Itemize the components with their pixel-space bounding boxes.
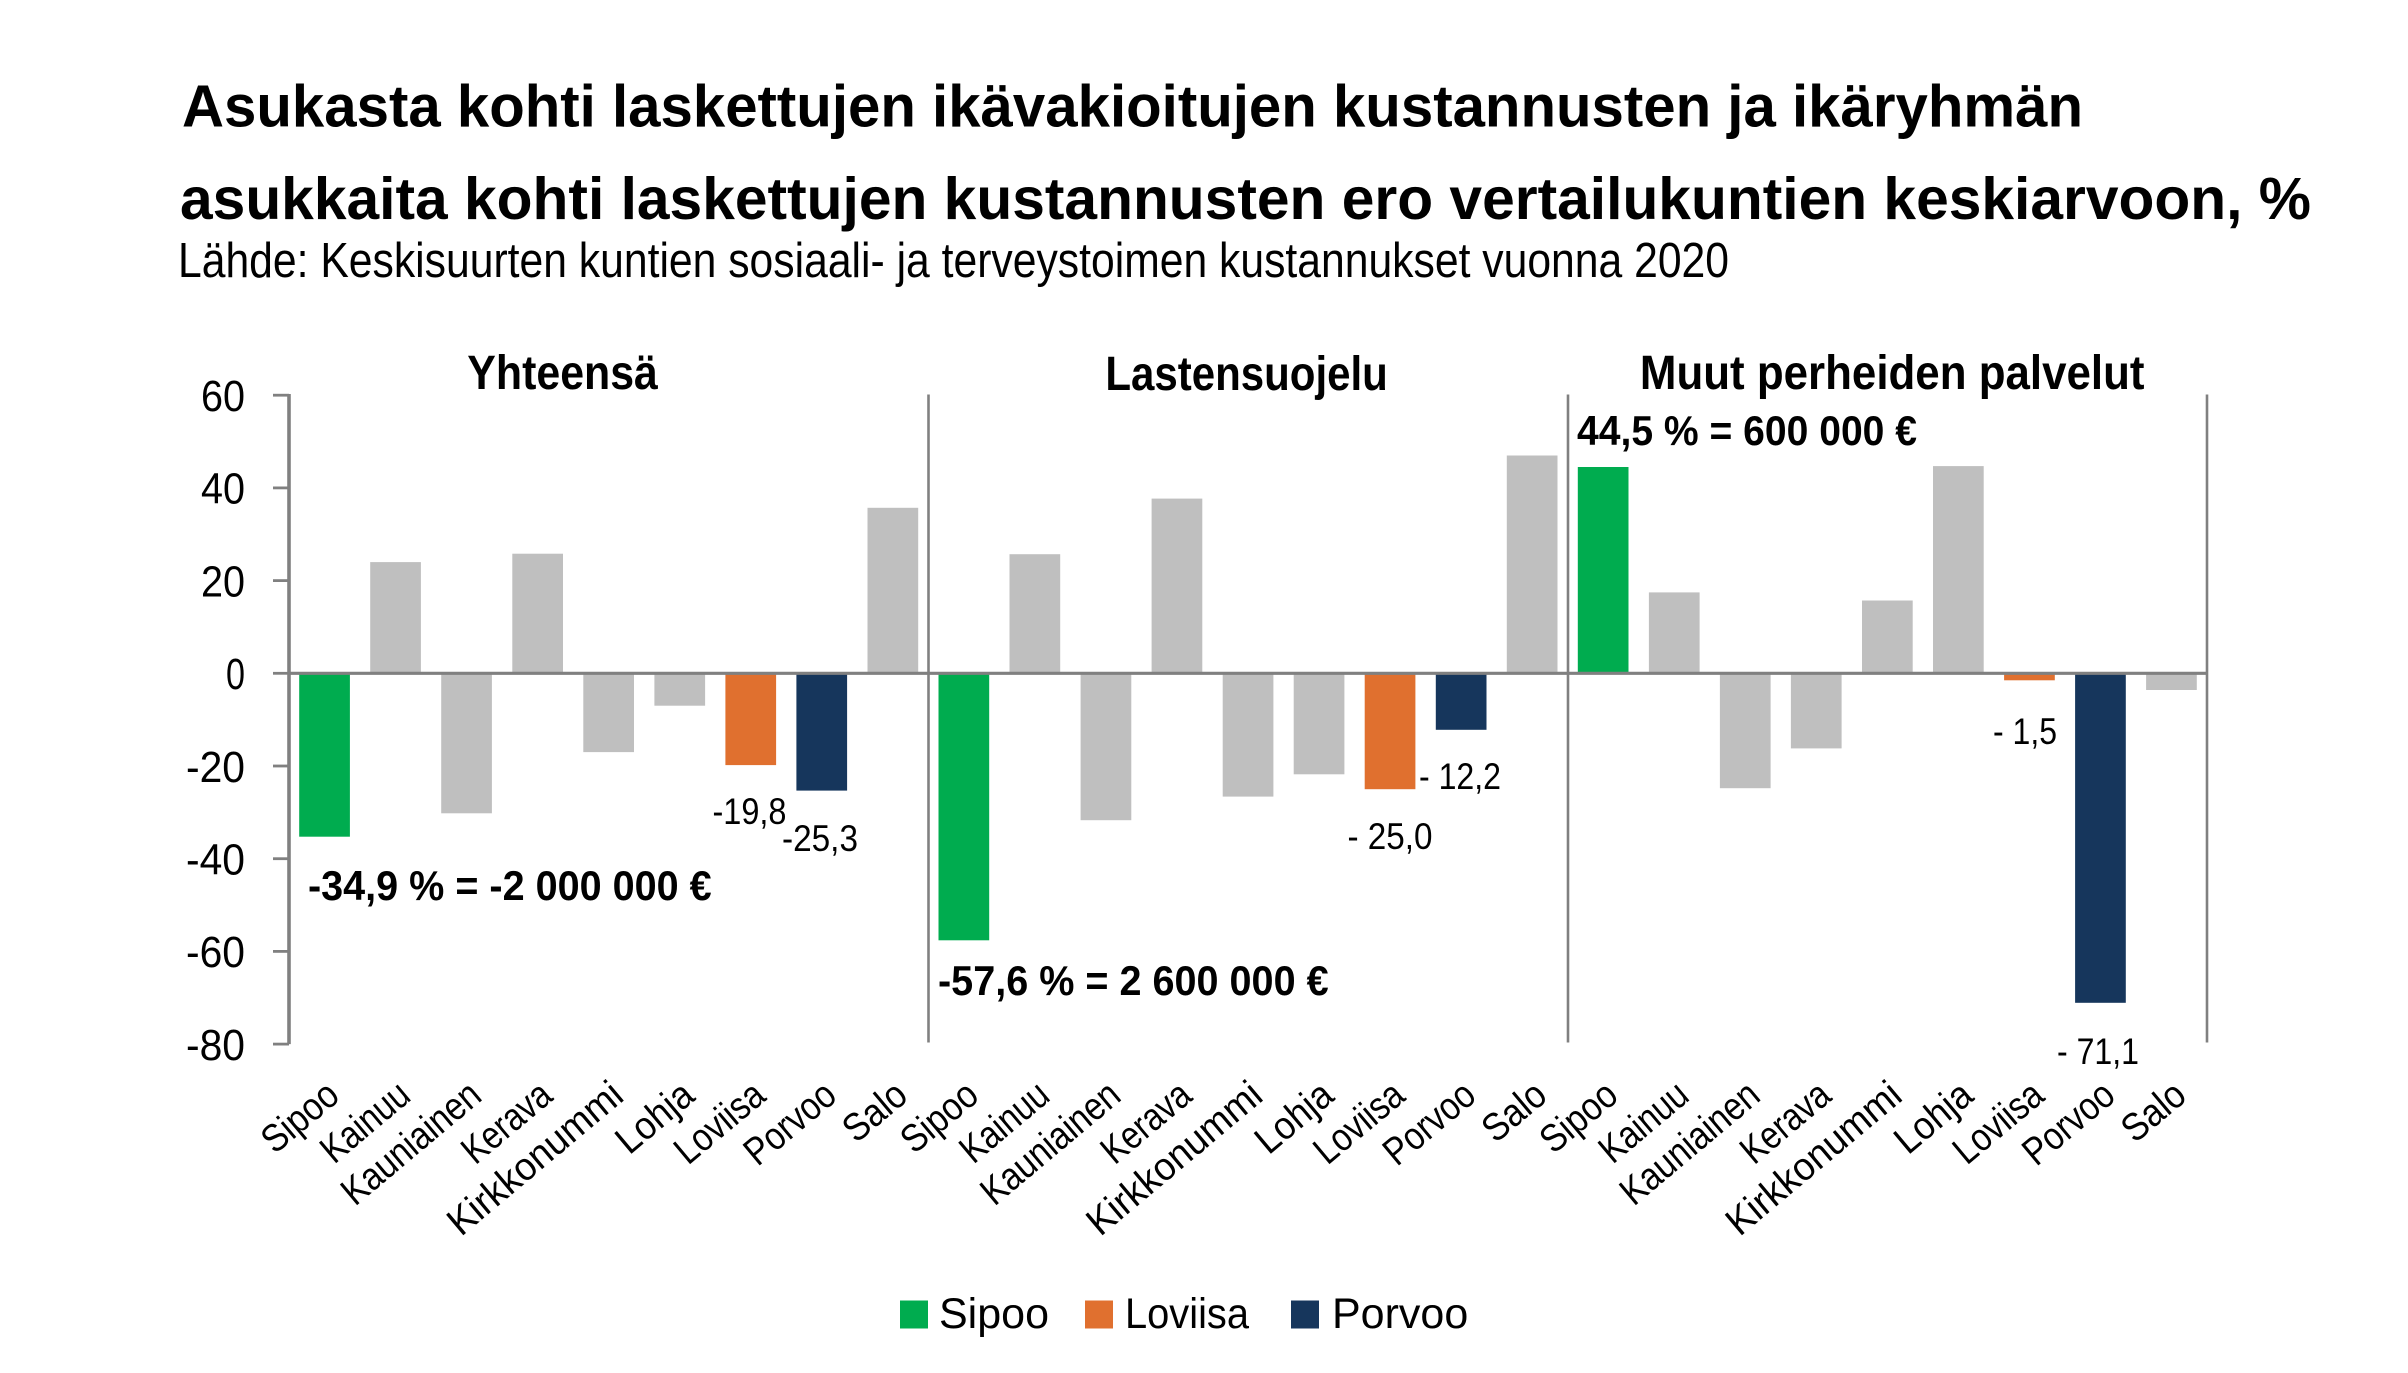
svg-text:- 71,1: - 71,1 [2057, 1031, 2139, 1072]
svg-text:-19,8: -19,8 [713, 791, 787, 832]
svg-text:- 12,2: - 12,2 [1419, 756, 1501, 797]
svg-text:Asukasta kohti laskettujen ikä: Asukasta kohti laskettujen ikävakioituje… [182, 73, 2083, 139]
svg-text:Yhteensä: Yhteensä [467, 347, 658, 400]
svg-text:20: 20 [201, 557, 245, 606]
svg-text:0: 0 [226, 650, 245, 699]
svg-text:-60: -60 [186, 928, 245, 977]
svg-text:Porvoo: Porvoo [1332, 1290, 1468, 1338]
svg-text:Muut perheiden palvelut: Muut perheiden palvelut [1640, 347, 2145, 400]
svg-text:Lähde: Keskisuurten kuntien so: Lähde: Keskisuurten kuntien sosiaali- ja… [178, 234, 1729, 288]
svg-text:Lastensuojelu: Lastensuojelu [1105, 348, 1388, 401]
svg-text:-20: -20 [186, 743, 245, 792]
svg-text:Sipoo: Sipoo [939, 1290, 1049, 1338]
svg-text:-57,6 % = 2 600 000 €: -57,6 % = 2 600 000 € [938, 957, 1329, 1004]
svg-text:-25,3: -25,3 [782, 818, 858, 859]
svg-text:60: 60 [201, 372, 245, 421]
svg-text:-34,9 % = -2 000 000 €: -34,9 % = -2 000 000 € [308, 862, 712, 909]
svg-text:Loviisa: Loviisa [1125, 1290, 1249, 1338]
svg-text:-40: -40 [186, 836, 245, 885]
svg-text:- 25,0: - 25,0 [1348, 816, 1433, 857]
svg-text:40: 40 [201, 465, 245, 514]
svg-text:- 1,5: - 1,5 [1993, 711, 2057, 752]
svg-text:-80: -80 [186, 1021, 245, 1070]
svg-text:44,5 % = 600 000 €: 44,5 % = 600 000 € [1577, 407, 1917, 454]
svg-text:asukkaita kohti laskettujen ku: asukkaita kohti laskettujen kustannusten… [180, 166, 2311, 232]
